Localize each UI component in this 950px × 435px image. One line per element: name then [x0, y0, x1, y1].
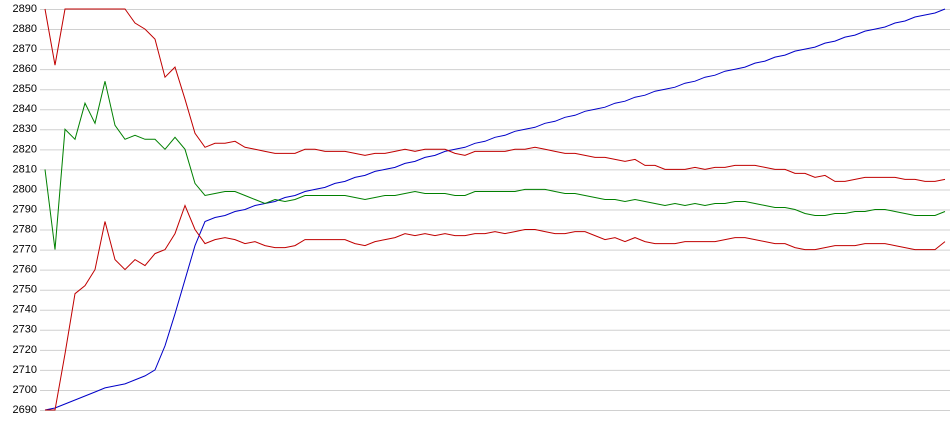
series-line [45, 204, 946, 411]
y-tick-label: 2700 [13, 384, 37, 396]
series-line [44, 81, 946, 250]
y-tick-label: 2780 [13, 223, 37, 235]
y-tick-label: 2870 [13, 43, 37, 55]
y-tick-label: 2790 [13, 203, 37, 215]
y-tick-label: 2770 [13, 244, 37, 256]
y-tick-label: 2800 [13, 183, 37, 195]
y-tick-label: 2760 [13, 264, 37, 276]
y-tick-label: 2840 [13, 103, 37, 115]
y-tick-label: 2830 [13, 123, 37, 135]
series-line [44, 8, 946, 411]
series-line [44, 8, 946, 182]
y-tick-label: 2690 [13, 404, 37, 416]
y-tick-label: 2710 [13, 364, 37, 376]
y-tick-label: 2730 [13, 324, 37, 336]
y-tick-label: 2850 [13, 83, 37, 95]
y-tick-label: 2720 [13, 344, 37, 356]
y-tick-label: 2880 [13, 23, 37, 35]
y-tick-label: 2820 [13, 143, 37, 155]
y-tick-label: 2750 [13, 284, 37, 296]
y-tick-label: 2890 [13, 3, 37, 15]
y-tick-label: 2740 [13, 304, 37, 316]
y-tick-label: 2860 [13, 63, 37, 75]
y-tick-label: 2810 [13, 163, 37, 175]
